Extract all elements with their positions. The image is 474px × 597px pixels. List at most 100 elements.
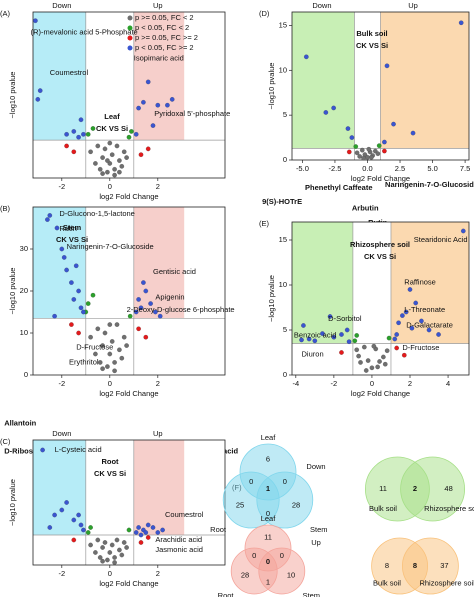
panel-label: (A) xyxy=(0,9,11,18)
point xyxy=(124,343,129,348)
point xyxy=(121,149,127,155)
point xyxy=(362,344,367,350)
point xyxy=(112,555,117,560)
y-tick-label: 5 xyxy=(283,325,287,334)
significance-region xyxy=(133,12,185,141)
venn-count: 10 xyxy=(287,571,295,580)
point xyxy=(150,525,156,530)
y-axis-label: −log10 pvalue xyxy=(8,72,17,119)
point xyxy=(102,330,108,336)
point xyxy=(136,297,141,302)
point xyxy=(100,343,105,348)
panel-subtitle: CK VS Si xyxy=(364,252,396,261)
point xyxy=(109,152,115,158)
point xyxy=(52,313,57,319)
point xyxy=(376,143,382,148)
point xyxy=(64,267,69,273)
point xyxy=(354,347,360,353)
point xyxy=(136,525,141,530)
point xyxy=(81,132,86,137)
x-axis-label: log2 Fold Change xyxy=(351,389,410,398)
point xyxy=(100,366,105,372)
point xyxy=(391,121,396,127)
annotation: D-Glucono-1,5-lactone xyxy=(59,209,134,218)
y-tick-label: 0 xyxy=(283,370,287,379)
point xyxy=(47,213,53,218)
point xyxy=(105,158,110,163)
point xyxy=(85,301,91,306)
x-tick-label: 0 xyxy=(108,569,112,578)
region-heading: Up xyxy=(153,1,163,10)
point xyxy=(100,155,105,160)
venn-count: 28 xyxy=(292,501,300,510)
x-tick-label: -2 xyxy=(331,379,338,388)
annotation: Raffinose xyxy=(404,277,436,286)
point xyxy=(403,309,409,315)
annotation: Naringenin-7-O-Glucoside xyxy=(385,180,474,189)
point xyxy=(93,161,98,166)
point xyxy=(107,322,113,327)
legend-swatch xyxy=(127,25,133,31)
y-tick-label: 30 xyxy=(20,244,28,253)
point xyxy=(384,63,390,69)
legend-swatch xyxy=(127,35,133,41)
point xyxy=(40,447,45,453)
panel-title: Leaf xyxy=(104,112,120,121)
point xyxy=(354,333,360,338)
region-heading: Up xyxy=(408,1,418,10)
point xyxy=(45,217,50,222)
point xyxy=(105,169,110,175)
panel-subtitle: CK VS Si xyxy=(94,469,126,478)
x-tick-label: -2 xyxy=(58,182,65,191)
legend-label: p < 0.05, FC < 2 xyxy=(135,23,189,32)
point xyxy=(375,364,380,370)
annotation: L-Threonate xyxy=(404,305,445,314)
point xyxy=(133,530,139,535)
significance-region xyxy=(133,440,185,535)
venn-count: 11 xyxy=(379,484,387,493)
point xyxy=(64,500,69,505)
panel-title: Stem xyxy=(63,223,82,232)
significance-region xyxy=(380,12,469,149)
point xyxy=(327,314,333,319)
point xyxy=(90,292,96,298)
point xyxy=(64,143,69,149)
point xyxy=(112,166,117,172)
point xyxy=(81,527,86,533)
annotation: 2-Deoxy-D-glucose 6-phosphate xyxy=(127,305,235,314)
point xyxy=(88,542,93,548)
point xyxy=(394,345,399,351)
point xyxy=(460,228,466,234)
panel-title: Rhizosphere soil xyxy=(350,240,410,249)
annotation: D-Sorbitol xyxy=(328,314,362,323)
point xyxy=(375,151,381,157)
panel-title: Bulk soil xyxy=(356,29,387,38)
x-tick-label: 0 xyxy=(370,379,374,388)
venn-set-label: Leaf xyxy=(261,514,277,523)
x-tick-label: 2 xyxy=(156,182,160,191)
point xyxy=(145,79,151,85)
point xyxy=(148,301,153,306)
point xyxy=(394,332,399,337)
annotation: D-Fructose xyxy=(402,343,439,352)
region-heading: Down xyxy=(52,1,71,10)
legend-swatch xyxy=(127,45,133,51)
annotation: Benzoic acid xyxy=(294,330,337,339)
point xyxy=(47,525,53,530)
venn-count: 0 xyxy=(283,477,287,486)
point xyxy=(410,130,416,136)
point xyxy=(169,97,175,102)
point xyxy=(141,99,146,105)
x-tick-label: -2.5 xyxy=(328,164,341,173)
point xyxy=(81,309,86,315)
point xyxy=(119,552,125,558)
annotation: Coumestrol xyxy=(165,510,204,519)
annotation: Allantoin xyxy=(4,418,36,427)
legend-label: p >= 0.05, FC < 2 xyxy=(135,13,194,22)
significance-region xyxy=(33,440,86,535)
point xyxy=(112,368,117,374)
point xyxy=(301,323,306,328)
venn-set-label: Rhizosphere soil xyxy=(419,578,474,587)
point xyxy=(71,149,77,155)
point xyxy=(358,360,363,365)
